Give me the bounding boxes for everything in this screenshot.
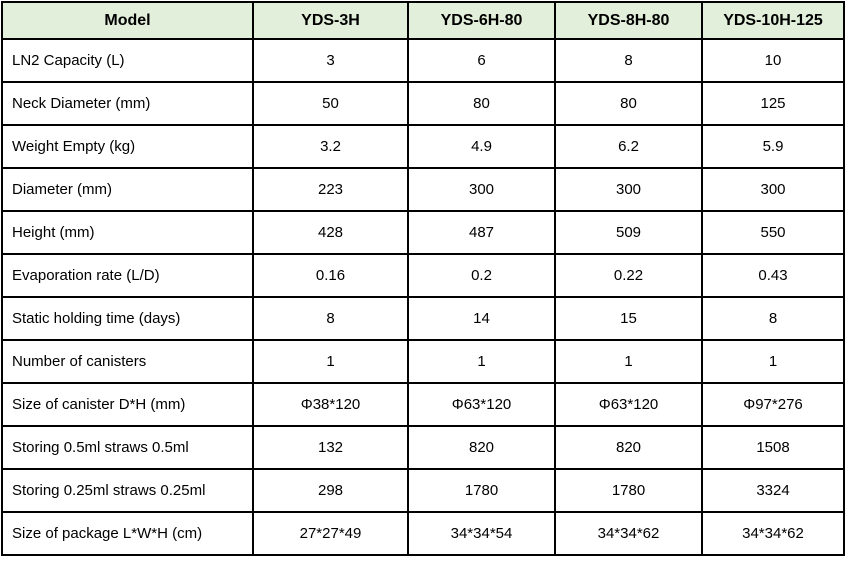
cell-value: 223 <box>252 167 409 212</box>
table-body: LN2 Capacity (L) 3 6 8 10 Neck Diameter (mm) 5… <box>1 38 845 556</box>
cell-value: 4.9 <box>407 124 556 169</box>
cell-value: 509 <box>554 210 703 255</box>
header-cell-yds-3h: YDS-3H <box>252 1 409 40</box>
cell-value: 428 <box>252 210 409 255</box>
table-row: Number of canisters 1 1 1 1 <box>1 339 845 384</box>
row-label: Number of canisters <box>1 339 254 384</box>
cell-value: 50 <box>252 81 409 126</box>
cell-value: 298 <box>252 468 409 513</box>
cell-value: 3.2 <box>252 124 409 169</box>
cell-value: 300 <box>407 167 556 212</box>
cell-value: 6.2 <box>554 124 703 169</box>
table-row: Diameter (mm) 223 300 300 300 <box>1 167 845 212</box>
cell-value: 5.9 <box>701 124 845 169</box>
table-row: Neck Diameter (mm) 50 80 80 125 <box>1 81 845 126</box>
cell-value: 0.43 <box>701 253 845 298</box>
cell-value: 3324 <box>701 468 845 513</box>
cell-value: 487 <box>407 210 556 255</box>
table-row: Storing 0.5ml straws 0.5ml 132 820 820 1508 <box>1 425 845 470</box>
row-label: Diameter (mm) <box>1 167 254 212</box>
table-row: Height (mm) 428 487 509 550 <box>1 210 845 255</box>
cell-value: 1 <box>554 339 703 384</box>
cell-value: 10 <box>701 38 845 83</box>
cell-value: 14 <box>407 296 556 341</box>
cell-value: 1 <box>407 339 556 384</box>
row-label: Size of package L*W*H (cm) <box>1 511 254 556</box>
cell-value: 80 <box>554 81 703 126</box>
cell-value: 820 <box>407 425 556 470</box>
row-label: Storing 0.5ml straws 0.5ml <box>1 425 254 470</box>
cell-value: 0.2 <box>407 253 556 298</box>
cell-value: 34*34*62 <box>554 511 703 556</box>
cell-value: 0.22 <box>554 253 703 298</box>
cell-value: 1780 <box>554 468 703 513</box>
cell-value: 550 <box>701 210 845 255</box>
cell-value: 1508 <box>701 425 845 470</box>
cell-value: 34*34*54 <box>407 511 556 556</box>
cell-value: 820 <box>554 425 703 470</box>
row-label: Height (mm) <box>1 210 254 255</box>
header-cell-yds-10h-125: YDS-10H-125 <box>701 1 845 40</box>
header-cell-yds-6h-80: YDS-6H-80 <box>407 1 556 40</box>
table-row: Evaporation rate (L/D) 0.16 0.2 0.22 0.43 <box>1 253 845 298</box>
row-label: Storing 0.25ml straws 0.25ml <box>1 468 254 513</box>
header-cell-yds-8h-80: YDS-8H-80 <box>554 1 703 40</box>
cell-value: 15 <box>554 296 703 341</box>
cell-value: 80 <box>407 81 556 126</box>
cell-value: 8 <box>554 38 703 83</box>
header-row: Model YDS-3H YDS-6H-80 YDS-8H-80 YDS-10H-125 <box>1 1 845 40</box>
cell-value: Φ63*120 <box>407 382 556 427</box>
header-cell-model: Model <box>1 1 254 40</box>
row-label: LN2 Capacity (L) <box>1 38 254 83</box>
cell-value: 8 <box>701 296 845 341</box>
table-row: Weight Empty (kg) 3.2 4.9 6.2 5.9 <box>1 124 845 169</box>
cell-value: 132 <box>252 425 409 470</box>
table-row: Static holding time (days) 8 14 15 8 <box>1 296 845 341</box>
cell-value: Φ63*120 <box>554 382 703 427</box>
row-label: Weight Empty (kg) <box>1 124 254 169</box>
cell-value: 27*27*49 <box>252 511 409 556</box>
cell-value: 125 <box>701 81 845 126</box>
cell-value: 6 <box>407 38 556 83</box>
cell-value: 34*34*62 <box>701 511 845 556</box>
cell-value: 1 <box>252 339 409 384</box>
cell-value: Φ97*276 <box>701 382 845 427</box>
cell-value: 300 <box>701 167 845 212</box>
cell-value: 1780 <box>407 468 556 513</box>
table-row: Storing 0.25ml straws 0.25ml 298 1780 1780 3… <box>1 468 845 513</box>
row-label: Neck Diameter (mm) <box>1 81 254 126</box>
cell-value: 3 <box>252 38 409 83</box>
row-label: Static holding time (days) <box>1 296 254 341</box>
table-row: LN2 Capacity (L) 3 6 8 10 <box>1 38 845 83</box>
cell-value: 0.16 <box>252 253 409 298</box>
row-label: Size of canister D*H (mm) <box>1 382 254 427</box>
table-row: Size of package L*W*H (cm) 27*27*49 34*34*… <box>1 511 845 556</box>
cell-value: 1 <box>701 339 845 384</box>
cell-value: 300 <box>554 167 703 212</box>
table-row: Size of canister D*H (mm) Φ38*120 Φ63*120 Φ… <box>1 382 845 427</box>
row-label: Evaporation rate (L/D) <box>1 253 254 298</box>
cell-value: 8 <box>252 296 409 341</box>
cell-value: Φ38*120 <box>252 382 409 427</box>
